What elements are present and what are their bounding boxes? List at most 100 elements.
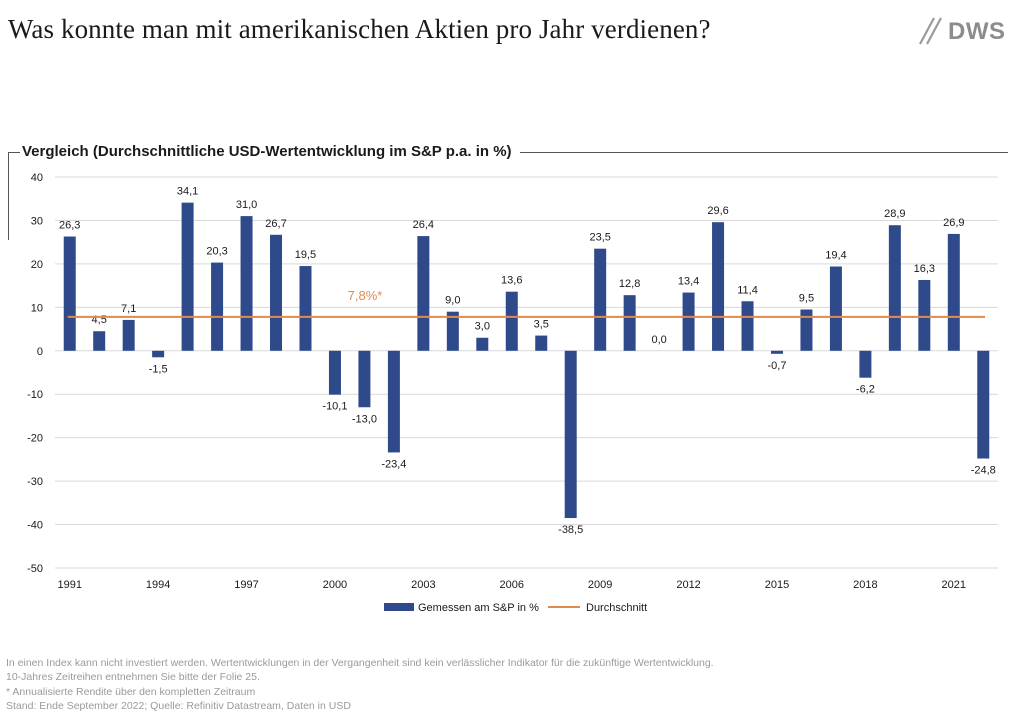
bar	[712, 222, 725, 351]
bar	[623, 295, 636, 351]
data-label: 9,0	[445, 295, 460, 307]
data-label: 28,9	[884, 208, 905, 220]
data-label: 12,8	[619, 278, 640, 290]
y-tick-label: 20	[31, 259, 43, 271]
logo-slash-icon	[919, 17, 942, 45]
y-tick-label: 30	[31, 215, 43, 227]
bar	[211, 262, 224, 351]
data-label: 3,0	[475, 321, 490, 333]
y-tick-label: 10	[31, 302, 43, 314]
bar	[800, 309, 813, 351]
footer-notes: In einen Index kann nicht investiert wer…	[6, 656, 714, 714]
x-tick-label: 2021	[942, 579, 966, 591]
y-tick-label: 0	[37, 346, 43, 358]
data-label: 26,4	[413, 219, 434, 231]
bar	[181, 202, 194, 351]
data-label: 26,9	[943, 217, 964, 229]
bar	[564, 350, 577, 519]
bar	[594, 248, 607, 351]
chart-heading: Vergleich (Durchschnittliche USD-Wertent…	[22, 143, 520, 160]
heading-rule-left	[8, 152, 20, 153]
x-tick-label: 2015	[765, 579, 789, 591]
data-label: 26,7	[265, 218, 286, 230]
bar	[387, 350, 400, 453]
bar	[328, 350, 341, 395]
x-tick-label: 2012	[676, 579, 700, 591]
legend-swatch-bars	[384, 603, 414, 611]
bar	[535, 335, 548, 351]
footer-line: 10-Jahres Zeitreihen entnehmen Sie bitte…	[6, 671, 260, 684]
bar	[358, 350, 371, 408]
data-label: 9,5	[799, 293, 814, 305]
footer-line: In einen Index kann nicht investiert wer…	[6, 657, 714, 669]
page-title: Was konnte man mit amerikanischen Aktien…	[8, 14, 711, 44]
bar	[918, 279, 931, 351]
data-label: 3,5	[534, 319, 549, 331]
bar	[888, 225, 901, 351]
footer-line: * Annualisierte Rendite über den komplet…	[6, 685, 256, 698]
bar	[270, 234, 283, 351]
bar	[977, 350, 990, 459]
logo-text: DWS	[948, 18, 1006, 45]
data-label: 29,6	[707, 205, 728, 217]
bar	[299, 266, 312, 351]
data-label: -23,4	[381, 458, 406, 470]
x-tick-label: 2003	[411, 579, 435, 591]
data-label: -10,1	[322, 401, 347, 413]
data-label: 7,1	[121, 303, 136, 315]
bar	[947, 233, 960, 351]
data-label: -13,0	[352, 413, 377, 425]
data-label: 31,0	[236, 199, 257, 211]
x-tick-label: 1997	[234, 579, 258, 591]
data-label: -6,2	[856, 384, 875, 396]
data-label: -38,5	[558, 524, 583, 536]
data-label: -1,5	[149, 363, 168, 375]
x-tick-label: 1994	[146, 579, 170, 591]
data-label: 13,4	[678, 276, 699, 288]
bar	[829, 266, 842, 351]
bar-chart: 403020100-10-20-30-40-5026,34,57,1-1,534…	[27, 172, 998, 614]
data-label: 0,0	[651, 334, 666, 346]
bar	[122, 319, 135, 351]
bar	[417, 236, 430, 351]
data-label: -0,7	[768, 360, 787, 372]
bar	[859, 350, 872, 378]
heading-rule-vertical	[8, 152, 9, 240]
bar	[741, 301, 754, 351]
y-tick-label: -10	[27, 389, 43, 401]
bar	[682, 292, 695, 351]
data-label: 13,6	[501, 275, 522, 287]
heading-rule-right	[518, 152, 1008, 153]
data-label: 26,3	[59, 220, 80, 232]
bar	[446, 311, 459, 351]
legend-label-average: Durchschnitt	[586, 602, 647, 614]
x-tick-label: 2006	[500, 579, 524, 591]
footer-line: Stand: Ende September 2022; Quelle: Refi…	[6, 700, 351, 713]
data-label: 20,3	[206, 246, 227, 258]
y-tick-label: -50	[27, 563, 43, 575]
x-tick-label: 2000	[323, 579, 347, 591]
data-label: 16,3	[914, 263, 935, 275]
y-tick-label: -20	[27, 433, 43, 445]
y-tick-label: -40	[27, 520, 43, 532]
bar	[770, 350, 783, 354]
dws-logo: DWS	[918, 14, 1014, 48]
bar	[152, 350, 165, 358]
x-tick-label: 1991	[57, 579, 81, 591]
bar	[476, 337, 489, 351]
bar	[63, 236, 76, 351]
data-label: 34,1	[177, 186, 198, 198]
legend-label-bars: Gemessen am S&P in %	[418, 602, 539, 614]
data-label: 11,4	[737, 284, 758, 296]
average-label: 7,8%*	[348, 288, 383, 303]
x-tick-label: 2009	[588, 579, 612, 591]
data-label: 23,5	[589, 232, 610, 244]
y-tick-label: 40	[31, 172, 43, 184]
x-tick-label: 2018	[853, 579, 877, 591]
bar	[240, 216, 253, 351]
data-label: -24,8	[971, 465, 996, 477]
bar	[93, 331, 106, 351]
bar	[505, 291, 518, 351]
data-label: 19,4	[825, 249, 846, 261]
data-label: 19,5	[295, 249, 316, 261]
